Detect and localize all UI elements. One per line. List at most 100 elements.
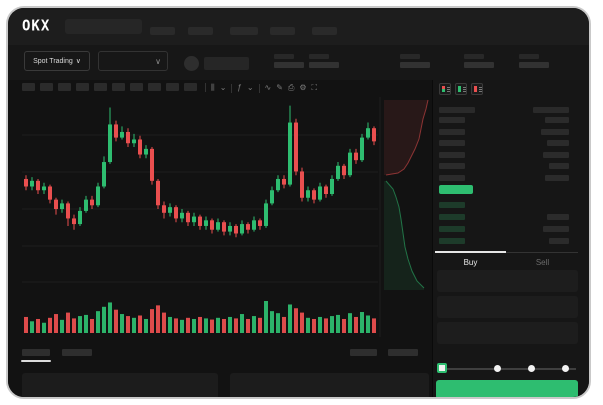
candle-body xyxy=(132,139,136,144)
timeframe-button[interactable] xyxy=(166,83,179,91)
volume-bar xyxy=(264,301,268,333)
stat-label-placeholder xyxy=(519,54,539,59)
volume-bar xyxy=(156,305,160,333)
orderbook-bids-icon[interactable] xyxy=(455,83,467,95)
volume-bar xyxy=(258,317,262,333)
volume-bar xyxy=(216,317,220,333)
stat-label-placeholder xyxy=(400,54,420,59)
timeframe-button[interactable] xyxy=(76,83,89,91)
ask-amount-placeholder xyxy=(547,140,569,146)
ask-row[interactable] xyxy=(439,117,569,123)
volume-bar xyxy=(276,313,280,333)
ask-row[interactable] xyxy=(439,163,569,169)
fullscreen-icon[interactable]: ⛶ xyxy=(311,83,318,92)
chart-settings-icon[interactable]: ⚙ xyxy=(299,83,307,92)
orderbook-all-icon[interactable] xyxy=(439,83,451,95)
nav-item-placeholder[interactable] xyxy=(188,27,213,35)
footer-tab[interactable] xyxy=(62,349,92,356)
volume-bar xyxy=(252,316,256,333)
timeframe-button[interactable] xyxy=(94,83,107,91)
candle-body xyxy=(372,128,376,142)
ticker-stat xyxy=(400,54,430,68)
amount-slider[interactable] xyxy=(441,368,576,370)
chevron-down-icon[interactable]: ⌄ xyxy=(246,83,254,92)
ask-amount-placeholder xyxy=(543,151,569,158)
indicators-icon[interactable]: ƒ xyxy=(237,83,242,92)
candle-body xyxy=(252,220,256,230)
depth-asks-area xyxy=(384,100,428,175)
line-style-icon[interactable]: ∿ xyxy=(264,83,272,92)
bid-row[interactable] xyxy=(439,214,569,220)
volume-bar xyxy=(90,318,94,333)
ask-row[interactable] xyxy=(439,151,569,158)
candle-body xyxy=(162,205,166,213)
ask-row[interactable] xyxy=(439,174,569,181)
orderbook-asks-icon[interactable] xyxy=(471,83,483,95)
ask-row[interactable] xyxy=(439,140,569,146)
ask-row[interactable] xyxy=(439,128,569,135)
bid-row[interactable] xyxy=(439,202,569,208)
candle-chart-icon[interactable]: ⫼ xyxy=(211,83,215,92)
candle-body xyxy=(192,216,196,223)
bid-amount-placeholder xyxy=(543,226,569,232)
bid-row[interactable] xyxy=(439,226,569,232)
slider-stop-dot[interactable] xyxy=(528,365,535,372)
orderbook-last-price[interactable] xyxy=(439,185,473,194)
stat-value-placeholder xyxy=(309,62,339,68)
ask-price-placeholder xyxy=(439,163,465,169)
candle-body xyxy=(36,180,40,191)
bid-row[interactable] xyxy=(439,238,569,244)
submit-buy-button[interactable] xyxy=(436,380,578,397)
search-input[interactable] xyxy=(65,19,142,34)
volume-bar xyxy=(366,315,370,333)
nav-item-placeholder[interactable] xyxy=(230,27,258,35)
tab-buy[interactable]: Buy xyxy=(463,258,478,267)
stat-label-placeholder xyxy=(274,54,294,59)
nav-item-placeholder[interactable] xyxy=(270,27,295,35)
candle-body xyxy=(342,165,346,176)
market-type-dropdown[interactable]: Spot Trading ∨ xyxy=(24,51,90,71)
chevron-down-icon: ∨ xyxy=(155,56,161,66)
timeframe-button[interactable] xyxy=(112,83,125,91)
candle-body xyxy=(90,199,94,206)
timeframe-button[interactable] xyxy=(22,83,35,91)
candle-body xyxy=(300,171,304,198)
chevron-down-icon[interactable]: ⌄ xyxy=(219,83,227,92)
order-input-field[interactable] xyxy=(437,322,578,344)
top-navbar: OKX xyxy=(8,8,589,45)
order-input-field[interactable] xyxy=(437,296,578,318)
timeframe-button[interactable] xyxy=(40,83,53,91)
icon-line xyxy=(447,89,450,90)
footer-action-placeholder[interactable] xyxy=(388,349,418,356)
slider-stop-dot[interactable] xyxy=(562,365,569,372)
order-input-field[interactable] xyxy=(437,270,578,292)
tab-sell[interactable]: Sell xyxy=(535,258,550,267)
volume-bar xyxy=(336,314,340,333)
footer-panel xyxy=(22,373,218,397)
volume-bar xyxy=(174,318,178,333)
icon-line xyxy=(447,87,450,88)
draw-tool-icon[interactable]: ✎ xyxy=(276,83,283,92)
orderbook-price-header xyxy=(439,107,475,113)
footer-tab[interactable] xyxy=(22,349,50,356)
slider-handle[interactable] xyxy=(437,363,447,373)
timeframe-button[interactable] xyxy=(130,83,143,91)
screenshot-icon[interactable]: ⎙ xyxy=(287,83,295,92)
nav-item-placeholder[interactable] xyxy=(312,27,337,35)
volume-bar xyxy=(294,308,298,333)
candle-body xyxy=(258,220,262,226)
volume-bar xyxy=(138,315,142,333)
bid-price-placeholder xyxy=(439,238,465,244)
bid-price-placeholder xyxy=(439,214,465,220)
candle-body xyxy=(348,152,352,176)
timeframe-button[interactable] xyxy=(184,83,197,91)
pair-selector-dropdown[interactable]: ∨ xyxy=(98,51,168,71)
footer-action-placeholder[interactable] xyxy=(350,349,377,356)
candlestick-chart[interactable] xyxy=(22,97,432,337)
slider-stop-dot[interactable] xyxy=(494,365,501,372)
candle-body xyxy=(360,137,364,161)
timeframe-button[interactable] xyxy=(148,83,161,91)
volume-bar xyxy=(180,319,184,333)
timeframe-button[interactable] xyxy=(58,83,71,91)
nav-item-placeholder[interactable] xyxy=(150,27,175,35)
